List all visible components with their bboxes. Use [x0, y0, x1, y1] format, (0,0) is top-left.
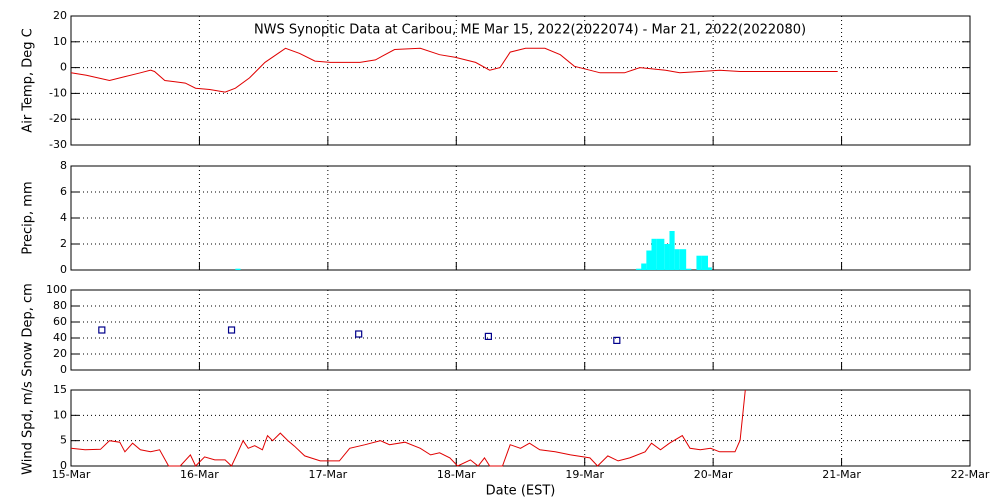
x-tick-label: 15-Mar [52, 468, 91, 481]
precip-bar [656, 238, 665, 270]
chart-title: NWS Synoptic Data at Caribou, ME Mar 15,… [254, 23, 806, 38]
y-axis-label: Wind Spd, m/s [21, 381, 36, 475]
precip-bar [679, 249, 687, 270]
precip-bar [235, 268, 241, 270]
plot-frame [70, 289, 971, 371]
y-tick-label: 0 [60, 363, 67, 376]
plot-frame [70, 15, 971, 146]
y-tick-label: -10 [49, 86, 67, 99]
data-point [613, 336, 621, 344]
y-tick-label: 20 [53, 347, 67, 360]
x-tick-label: 19-Mar [565, 468, 604, 481]
y-tick-label: 4 [60, 211, 67, 224]
data-point [98, 326, 106, 334]
data-point [227, 326, 236, 334]
x-tick-label: 20-Mar [694, 468, 733, 481]
x-tick-label: 22-Mar [951, 468, 990, 481]
x-tick-label: 17-Mar [308, 468, 347, 481]
y-axis-label: Precip, mm [21, 181, 36, 254]
x-axis-label: Date (EST) [486, 484, 556, 499]
precip-bar [669, 231, 675, 270]
precip-bar [651, 238, 657, 270]
y-tick-label: 100 [46, 283, 67, 296]
y-tick-label: 2 [60, 237, 67, 250]
y-tick-label: 10 [53, 35, 67, 48]
precip-bar [686, 268, 692, 270]
y-tick-label: 40 [53, 331, 67, 344]
y-tick-label: 80 [53, 299, 67, 312]
y-tick-label: 8 [60, 159, 67, 172]
y-tick-label: 20 [53, 9, 67, 22]
y-tick-label: -30 [49, 138, 67, 151]
precip-bar [664, 244, 670, 270]
x-tick-label: 16-Mar [180, 468, 219, 481]
precip-bar [646, 250, 652, 270]
precip-bar [708, 267, 712, 270]
y-tick-label: 5 [60, 434, 67, 447]
y-tick-label: 0 [60, 61, 67, 74]
y-tick-label: 15 [53, 383, 67, 396]
y-tick-label: 0 [60, 263, 67, 276]
plot-frame [70, 389, 971, 467]
x-tick-label: 18-Mar [437, 468, 476, 481]
y-tick-label: 10 [53, 408, 67, 421]
y-axis-label: Snow Dep, cm [21, 283, 36, 377]
data-point [355, 330, 363, 338]
y-tick-label: 6 [60, 185, 67, 198]
y-tick-label: -20 [49, 112, 67, 125]
x-tick-label: 21-Mar [822, 468, 861, 481]
data-point [484, 332, 492, 340]
precip-bar [636, 268, 642, 270]
precip-bar [701, 255, 709, 270]
y-axis-label: Air Temp, Deg C [21, 28, 36, 132]
precip-bar [696, 255, 702, 270]
data-line [70, 47, 838, 93]
data-line [70, 389, 746, 467]
y-tick-label: 60 [53, 315, 67, 328]
precip-bar [641, 263, 647, 270]
y-tick-label: 0 [60, 459, 67, 472]
precip-bar [674, 249, 680, 270]
